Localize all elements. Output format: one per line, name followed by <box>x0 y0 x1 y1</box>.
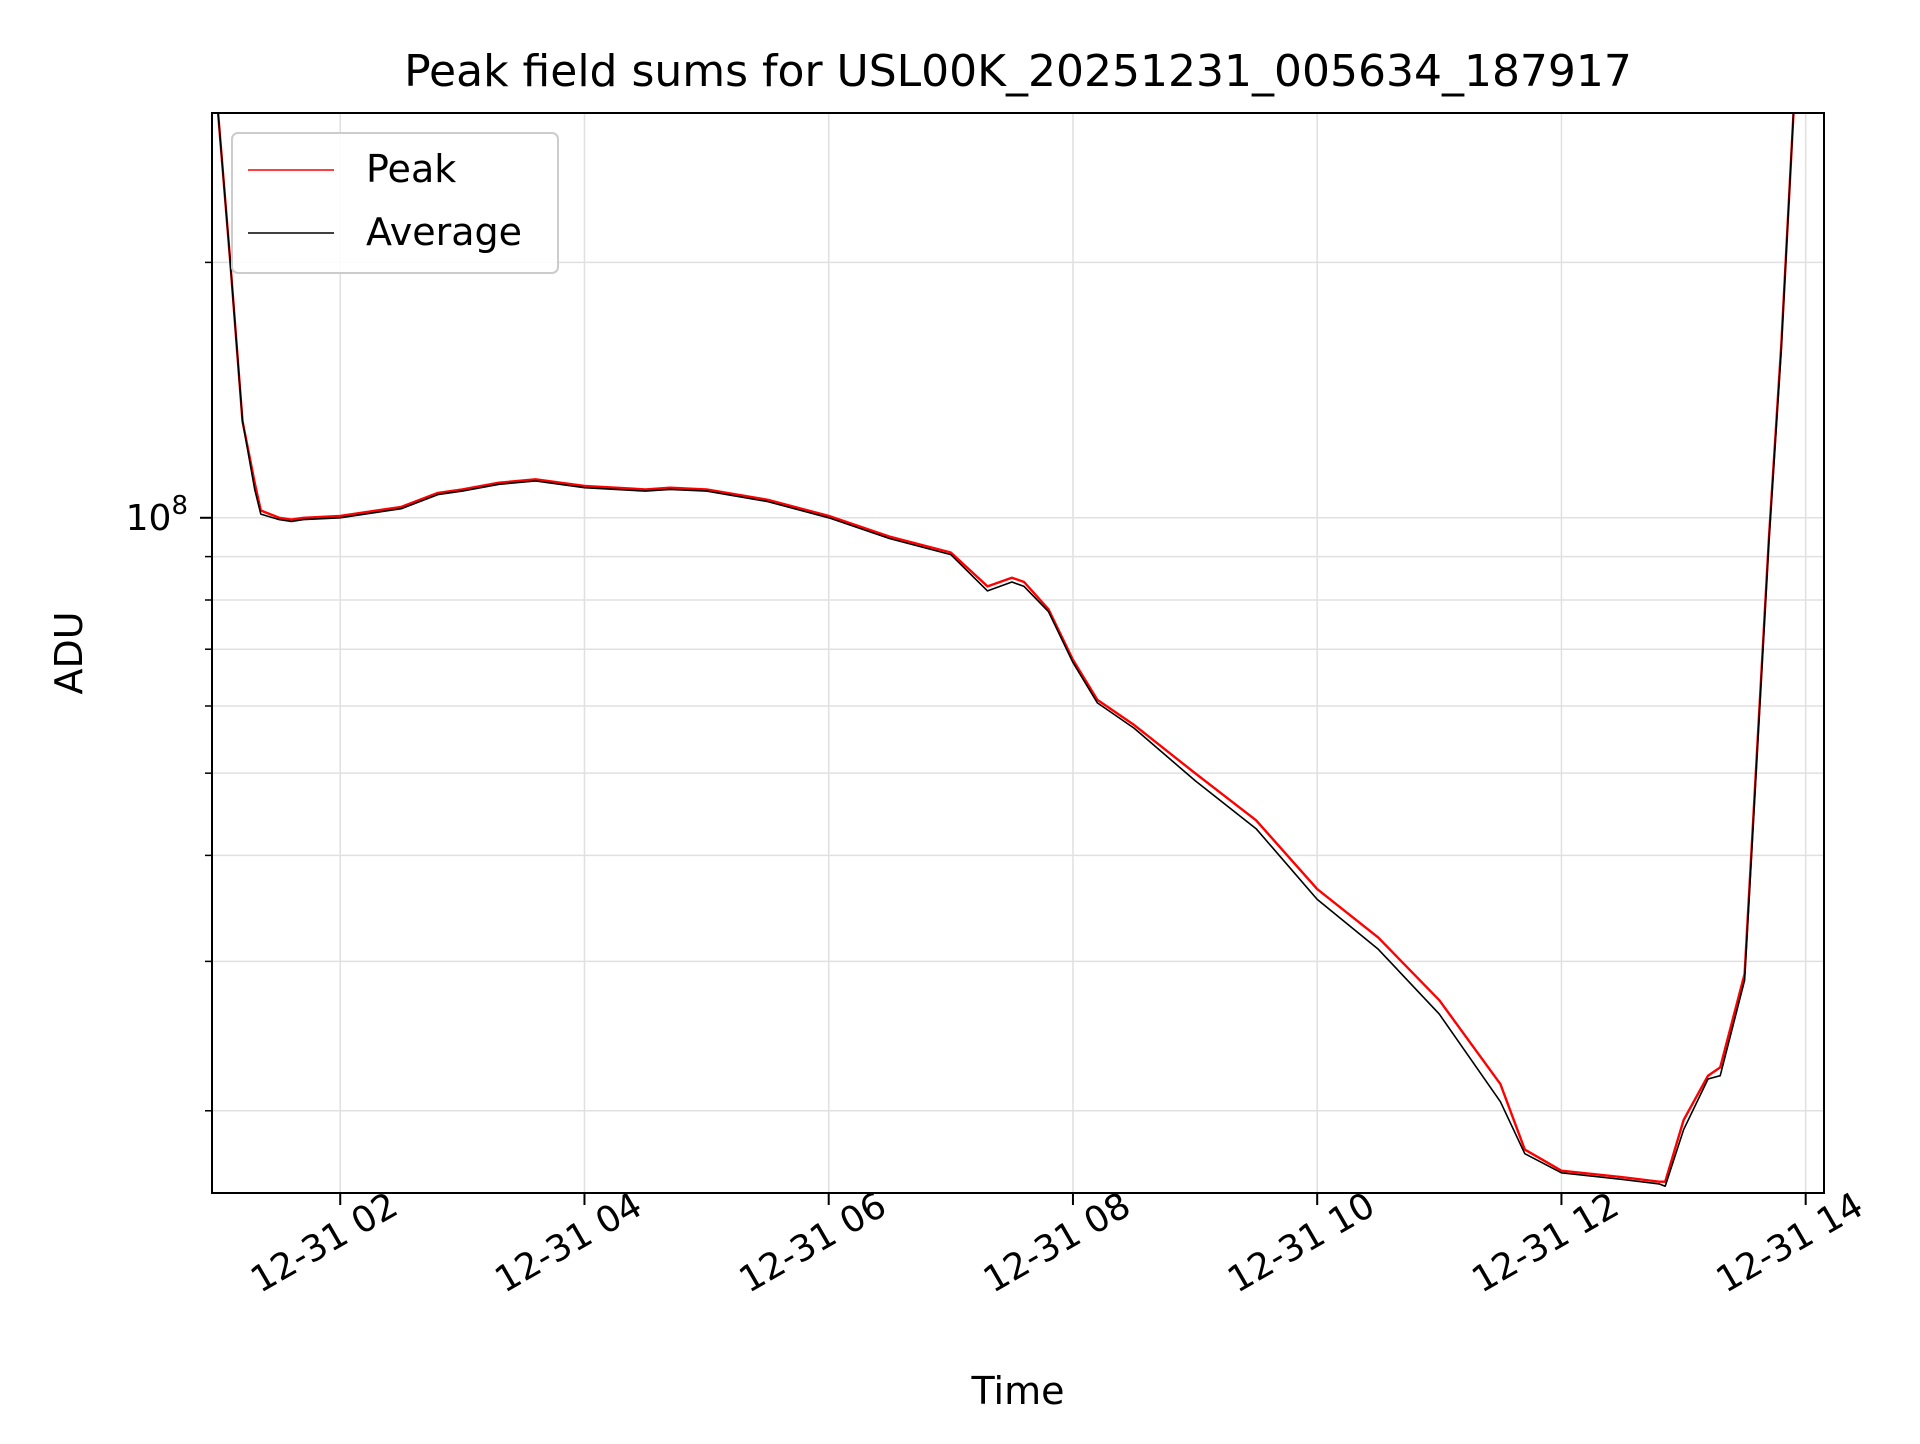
plot-frame <box>211 112 1825 1194</box>
x-tick-label: 12-31 06 <box>733 1185 894 1301</box>
x-tick-label: 12-31 10 <box>1221 1185 1382 1301</box>
x-tick-label: 12-31 12 <box>1465 1185 1626 1301</box>
legend-label-average: Average <box>366 210 522 254</box>
y-axis-label: ADU <box>47 611 91 694</box>
series-line-average <box>217 113 1795 1187</box>
x-tick-label: 12-31 04 <box>488 1185 649 1301</box>
x-tick-label: 12-31 08 <box>977 1185 1138 1301</box>
grid-layer <box>212 113 1824 1193</box>
ticks-layer: 12-31 02 12-31 04 12-31 06 12-31 08 12-31 10… <box>126 261 1871 1301</box>
x-tick-label: 12-31 02 <box>244 1185 405 1301</box>
chart-title: Peak field sums for USL00K_20251231_0056… <box>404 46 1632 97</box>
series-layer <box>216 113 1795 1187</box>
x-axis-label: Time <box>971 1369 1065 1413</box>
series-line-peak <box>216 113 1795 1183</box>
legend-box <box>231 132 559 274</box>
legend-label-peak: Peak <box>366 147 456 191</box>
x-tick-label: 12-31 14 <box>1710 1185 1871 1301</box>
y-tick-label: 108 <box>126 491 188 539</box>
legend: Peak Average <box>231 132 559 274</box>
